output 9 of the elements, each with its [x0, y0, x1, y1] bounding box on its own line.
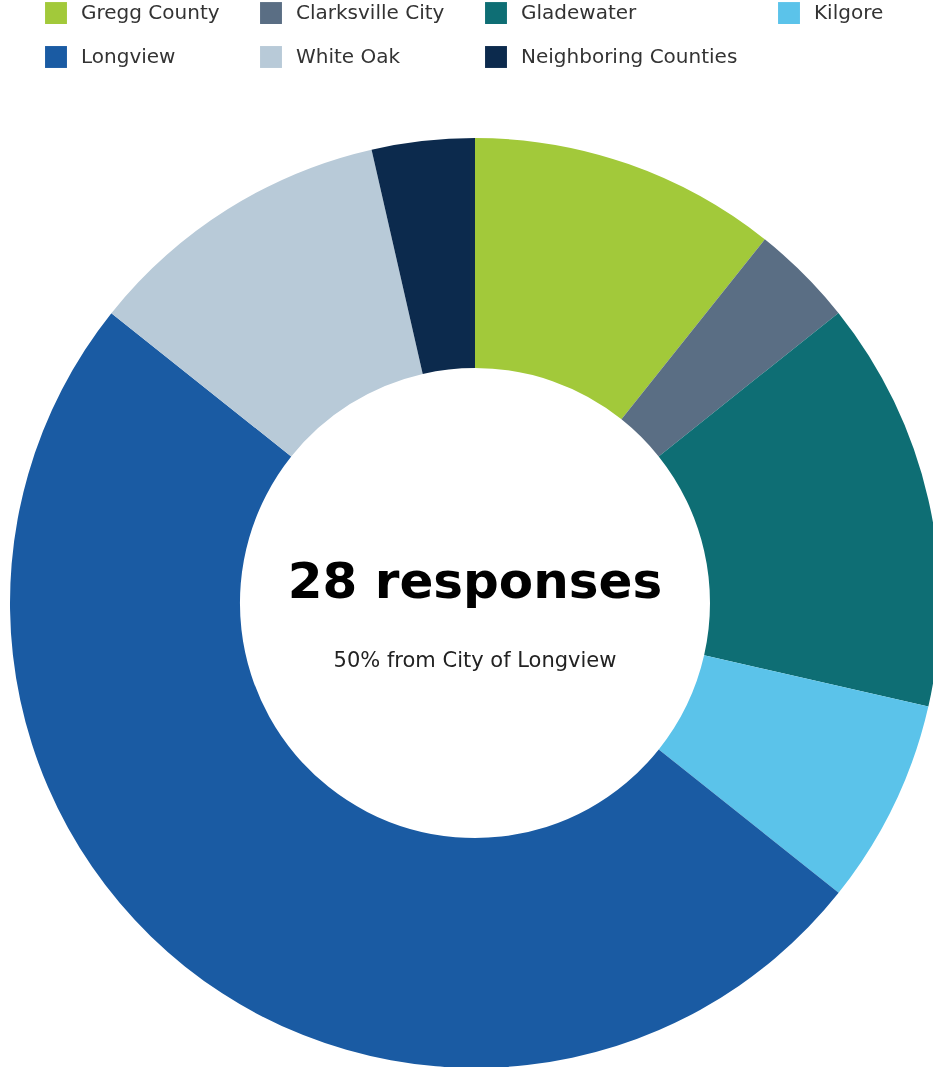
- legend-label: Longview: [81, 44, 176, 68]
- legend-label: White Oak: [296, 44, 401, 68]
- legend-label: Clarksville City: [296, 0, 445, 25]
- legend-label: Gladewater: [521, 0, 638, 25]
- legend-label: Neighboring Counties: [521, 44, 738, 68]
- text: 50% from City of Longview: [333, 648, 617, 672]
- legend-label: Gregg County: [81, 0, 220, 25]
- legend-label: Kilgore: [814, 0, 884, 25]
- text: 28 responses: [287, 552, 663, 610]
